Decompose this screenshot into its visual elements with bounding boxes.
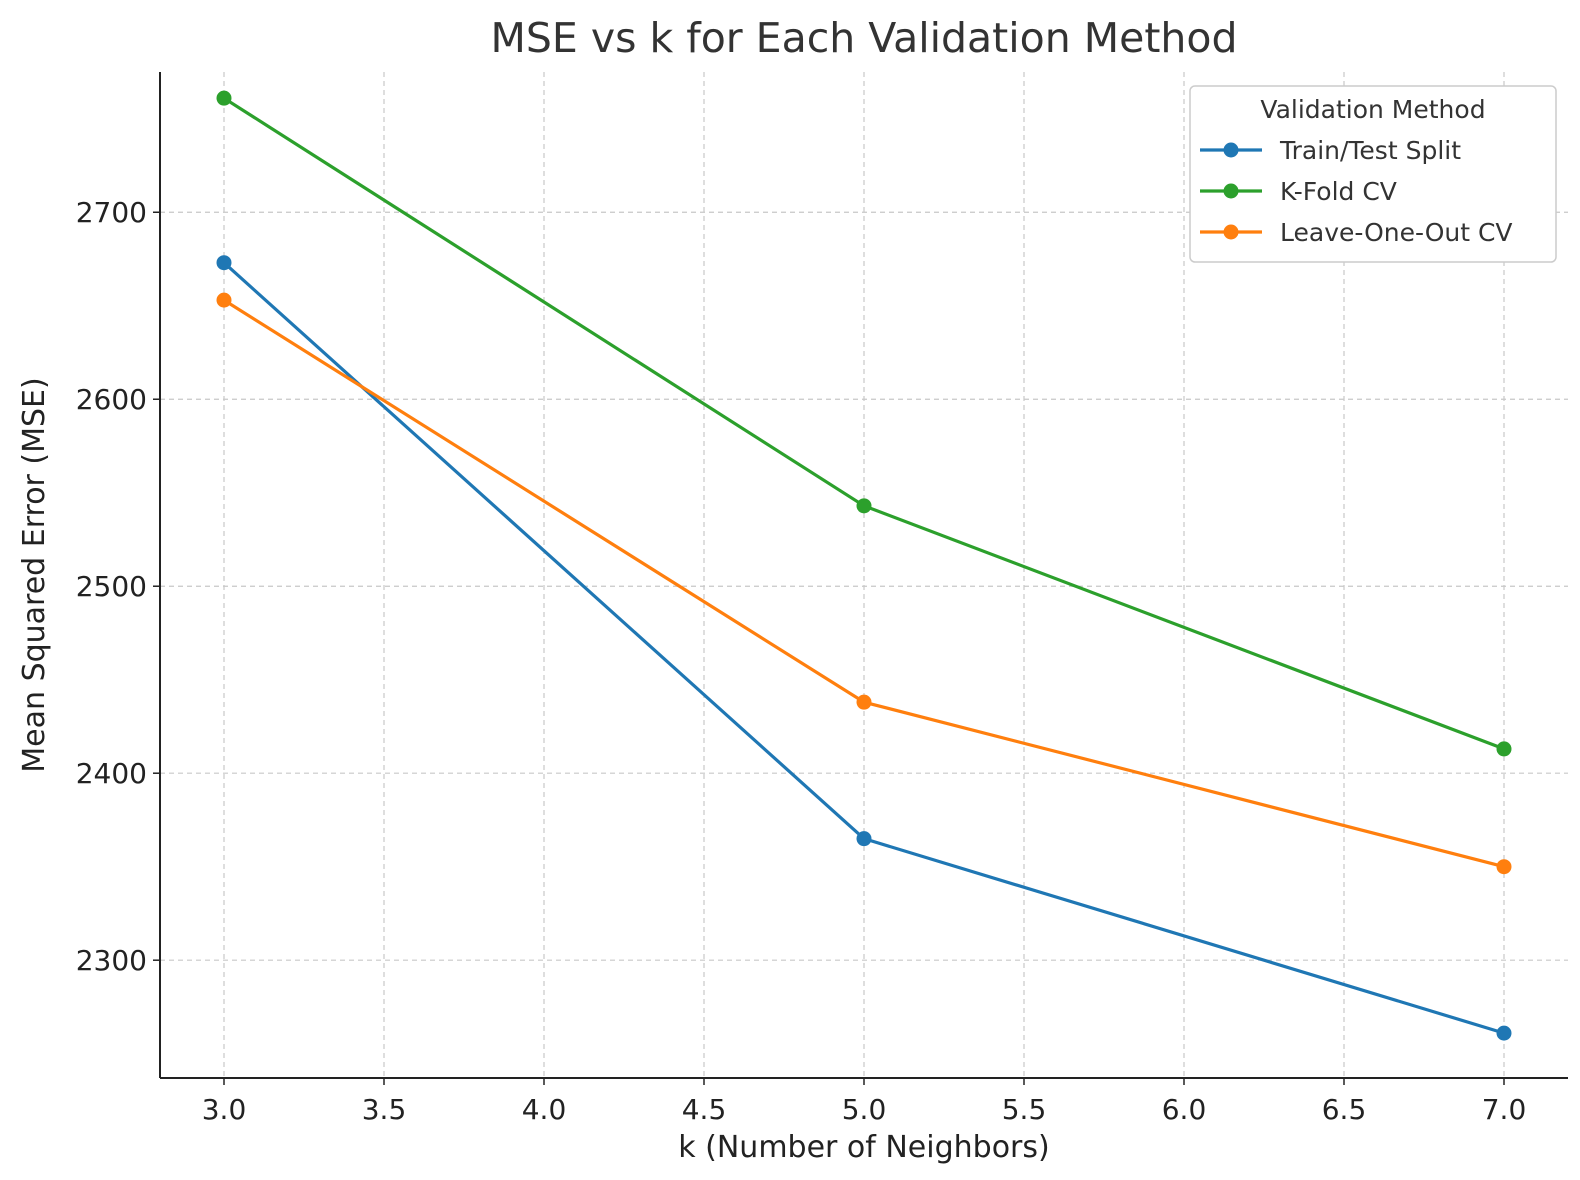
series-k-fold-cv: [216, 90, 1512, 757]
y-tick-label: 2300: [76, 944, 147, 977]
legend: Validation Method Train/Test Split K-Fold…: [1189, 85, 1557, 263]
legend-label: Train/Test Split: [1279, 136, 1461, 165]
data-point: [1496, 859, 1512, 875]
x-tick-label: 4.0: [522, 1093, 567, 1126]
y-tick-label: 2500: [76, 570, 147, 603]
data-point: [216, 255, 232, 271]
grid: [160, 72, 1568, 1078]
y-axis-title: Mean Squared Error (MSE): [17, 377, 52, 772]
legend-label: Leave-One-Out CV: [1280, 218, 1513, 247]
y-tick-label: 2700: [76, 196, 147, 229]
x-tick-label: 3.0: [202, 1093, 247, 1126]
x-tick-label: 6.0: [1162, 1093, 1207, 1126]
data-point: [856, 498, 872, 514]
data-point: [216, 90, 232, 106]
data-point: [1496, 741, 1512, 757]
series-line: [223, 298, 1505, 869]
x-tick-label: 4.5: [682, 1093, 727, 1126]
legend-entries: Train/Test Split K-Fold CV Leave-One-Out C…: [1200, 136, 1513, 247]
legend-label: K-Fold CV: [1280, 177, 1397, 206]
legend-marker: [1223, 142, 1239, 158]
y-tick-label: 2600: [76, 383, 147, 416]
legend-entry: Leave-One-Out CV: [1200, 218, 1513, 247]
legend-title: Validation Method: [1260, 95, 1485, 124]
legend-marker: [1223, 183, 1239, 199]
x-axis-ticks: 3.0 3.5 4.0 4.5 5.0 5.5 6.0 6.5 7.0: [202, 1078, 1527, 1126]
x-axis-title: k (Number of Neighbors): [678, 1130, 1049, 1165]
x-tick-label: 5.5: [1002, 1093, 1047, 1126]
legend-box: [1189, 85, 1557, 263]
series: [216, 90, 1512, 1041]
series-leave-one-out-cv: [216, 292, 1512, 875]
data-point: [216, 292, 232, 308]
y-axis-ticks: 2300 2400 2500 2600 2700: [76, 196, 160, 977]
data-point: [1496, 1025, 1512, 1041]
chart-title: MSE vs k for Each Validation Method: [490, 14, 1237, 62]
legend-marker: [1223, 224, 1239, 240]
x-tick-label: 3.5: [362, 1093, 407, 1126]
data-point: [856, 831, 872, 847]
x-tick-label: 6.5: [1322, 1093, 1367, 1126]
data-point: [856, 694, 872, 710]
y-tick-label: 2400: [76, 757, 147, 790]
x-tick-label: 7.0: [1482, 1093, 1527, 1126]
x-tick-label: 5.0: [842, 1093, 887, 1126]
series-train-test-split: [216, 255, 1512, 1041]
legend-entry: K-Fold CV: [1200, 177, 1397, 206]
legend-entry: Train/Test Split: [1200, 136, 1461, 165]
